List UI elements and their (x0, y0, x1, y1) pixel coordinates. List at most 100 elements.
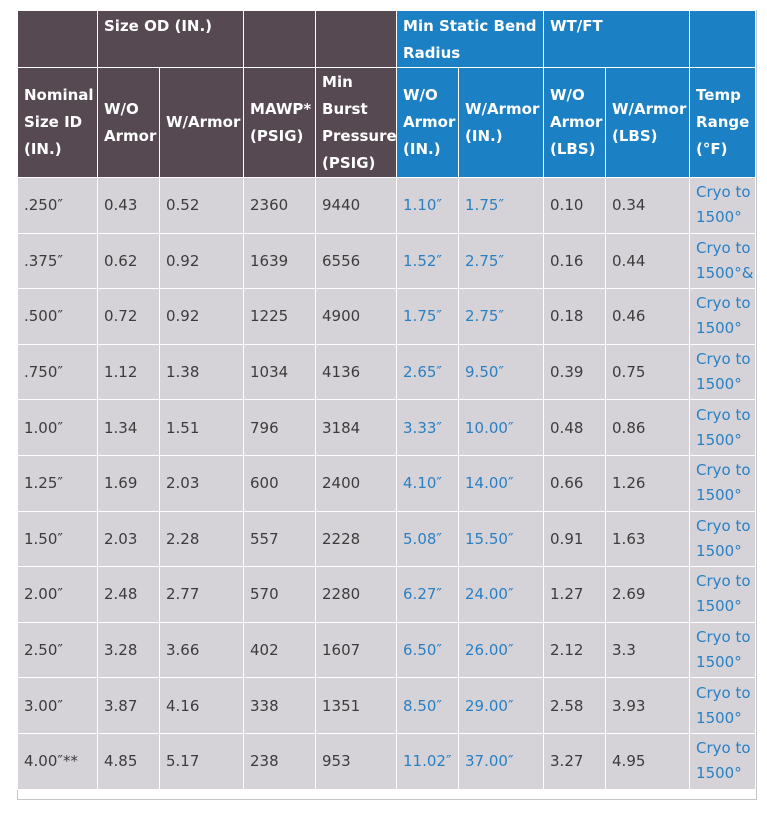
mawp-cell: 338 (243, 677, 317, 734)
wt-w-armor-cell: 1.26 (605, 454, 691, 512)
nominal-size-cell: 1.50″ (17, 510, 98, 568)
col-bend-w-armor: W/Armor (IN.) (458, 67, 545, 178)
wt-w-armor-cell: 0.75 (605, 343, 691, 401)
min-burst-cell: 3184 (315, 399, 398, 456)
nominal-size-cell: .500″ (17, 288, 98, 345)
header-blank-cell (243, 10, 317, 68)
wt-wo-armor-cell: 1.27 (543, 566, 607, 623)
col-od-w-armor: W/Armor (158, 67, 245, 178)
wt-w-armor-cell: 0.34 (605, 177, 691, 234)
table-row: 2.00″ 2.48 2.77 570 2280 6.27″ 24.00″ 1.27 2.69 C… (17, 566, 757, 623)
mawp-cell: 238 (243, 732, 317, 790)
wt-w-armor-cell: 1.63 (605, 510, 691, 568)
od-wo-armor-cell: 3.28 (97, 621, 160, 679)
nominal-size-cell: 3.00″ (17, 677, 98, 734)
mawp-cell: 1225 (243, 288, 317, 345)
temp-range-cell: Cryo to 1500° (689, 288, 757, 345)
min-burst-cell: 6556 (315, 232, 398, 290)
min-burst-cell: 4900 (315, 288, 398, 345)
od-wo-armor-cell: 2.48 (97, 566, 160, 623)
table-row: .250″ 0.43 0.52 2360 9440 1.10″ 1.75″ 0.10 0.34 C… (17, 177, 757, 234)
header-column-row: Nominal Size ID (IN.) W/O Armor W/Armor … (17, 67, 757, 178)
nominal-size-cell: 1.25″ (17, 454, 98, 512)
min-burst-cell: 9440 (315, 177, 398, 234)
bend-w-armor-cell: 29.00″ (458, 677, 545, 734)
table-row: 1.50″ 2.03 2.28 557 2228 5.08″ 15.50″ 0.91 1.63 C… (17, 510, 757, 568)
bend-wo-armor-cell: 1.10″ (396, 177, 460, 234)
col-wt-w-armor: W/Armor (LBS) (605, 67, 691, 178)
wt-wo-armor-cell: 2.58 (543, 677, 607, 734)
bend-wo-armor-cell: 2.65″ (396, 343, 460, 401)
od-wo-armor-cell: 0.43 (97, 177, 160, 234)
od-w-armor-cell: 2.03 (158, 454, 245, 512)
nominal-size-cell: .750″ (17, 343, 98, 401)
col-nominal-size-id: Nominal Size ID (IN.) (17, 67, 98, 178)
bend-wo-armor-cell: 1.52″ (396, 232, 460, 290)
wt-w-armor-cell: 0.44 (605, 232, 691, 290)
wt-wo-armor-cell: 0.48 (543, 399, 607, 456)
wt-wo-armor-cell: 0.10 (543, 177, 607, 234)
wt-wo-armor-cell: 0.39 (543, 343, 607, 401)
wt-wo-armor-cell: 0.18 (543, 288, 607, 345)
od-w-armor-cell: 2.77 (158, 566, 245, 623)
mawp-cell: 600 (243, 454, 317, 512)
wt-w-armor-cell: 0.46 (605, 288, 691, 345)
bend-w-armor-cell: 1.75″ (458, 177, 545, 234)
bend-wo-armor-cell: 6.27″ (396, 566, 460, 623)
table-row: .375″ 0.62 0.92 1639 6556 1.52″ 2.75″ 0.16 0.44 C… (17, 232, 757, 290)
table-row: 4.00″** 4.85 5.17 238 953 11.02″ 37.00″ 3.27 4.9… (17, 732, 757, 790)
nominal-size-cell: 2.00″ (17, 566, 98, 623)
header-blank-cell (689, 10, 757, 68)
bend-wo-armor-cell: 5.08″ (396, 510, 460, 568)
mawp-cell: 570 (243, 566, 317, 623)
wt-wo-armor-cell: 3.27 (543, 732, 607, 790)
bend-w-armor-cell: 2.75″ (458, 232, 545, 290)
mawp-cell: 1639 (243, 232, 317, 290)
col-temp-range: Temp Range (°F) (689, 67, 757, 178)
min-burst-cell: 1351 (315, 677, 398, 734)
temp-range-cell: Cryo to 1500°& (689, 232, 757, 290)
col-mawp: MAWP* (PSIG) (243, 67, 317, 178)
od-w-armor-cell: 1.38 (158, 343, 245, 401)
wt-w-armor-cell: 0.86 (605, 399, 691, 456)
table-row: 2.50″ 3.28 3.66 402 1607 6.50″ 26.00″ 2.12 3.3 Cr… (17, 621, 757, 679)
bend-w-armor-cell: 14.00″ (458, 454, 545, 512)
od-w-armor-cell: 0.92 (158, 288, 245, 345)
nominal-size-cell: .375″ (17, 232, 98, 290)
od-wo-armor-cell: 0.72 (97, 288, 160, 345)
mawp-cell: 1034 (243, 343, 317, 401)
bend-w-armor-cell: 9.50″ (458, 343, 545, 401)
mawp-cell: 402 (243, 621, 317, 679)
od-w-armor-cell: 3.66 (158, 621, 245, 679)
temp-range-cell: Cryo to 1500° (689, 454, 757, 512)
od-wo-armor-cell: 4.85 (97, 732, 160, 790)
temp-range-cell: Cryo to 1500° (689, 343, 757, 401)
header-wt-ft: WT/FT (543, 10, 691, 68)
min-burst-cell: 2228 (315, 510, 398, 568)
nominal-size-cell: .250″ (17, 177, 98, 234)
wt-wo-armor-cell: 2.12 (543, 621, 607, 679)
temp-range-cell: Cryo to 1500° (689, 177, 757, 234)
bend-w-armor-cell: 15.50″ (458, 510, 545, 568)
od-w-armor-cell: 4.16 (158, 677, 245, 734)
od-wo-armor-cell: 2.03 (97, 510, 160, 568)
table-row: .500″ 0.72 0.92 1225 4900 1.75″ 2.75″ 0.18 0.46 C… (17, 288, 757, 345)
bend-wo-armor-cell: 4.10″ (396, 454, 460, 512)
col-bend-wo-armor: W/O Armor (IN.) (396, 67, 460, 178)
od-w-armor-cell: 2.28 (158, 510, 245, 568)
bend-wo-armor-cell: 3.33″ (396, 399, 460, 456)
col-wt-wo-armor: W/O Armor (LBS) (543, 67, 607, 178)
bend-w-armor-cell: 10.00″ (458, 399, 545, 456)
od-wo-armor-cell: 0.62 (97, 232, 160, 290)
min-burst-cell: 2400 (315, 454, 398, 512)
header-min-static-bend-radius: Min Static Bend Radius (396, 10, 545, 68)
temp-range-cell: Cryo to 1500° (689, 399, 757, 456)
hose-spec-table: Size OD (IN.) Min Static Bend Radius WT/… (17, 10, 757, 790)
wt-w-armor-cell: 3.93 (605, 677, 691, 734)
wt-w-armor-cell: 2.69 (605, 566, 691, 623)
header-blank-cell (315, 10, 398, 68)
mawp-cell: 557 (243, 510, 317, 568)
table-row: .750″ 1.12 1.38 1034 4136 2.65″ 9.50″ 0.39 0.75 C… (17, 343, 757, 401)
header-blank-cell (17, 10, 98, 68)
table-row: 3.00″ 3.87 4.16 338 1351 8.50″ 29.00″ 2.58 3.93 C… (17, 677, 757, 734)
